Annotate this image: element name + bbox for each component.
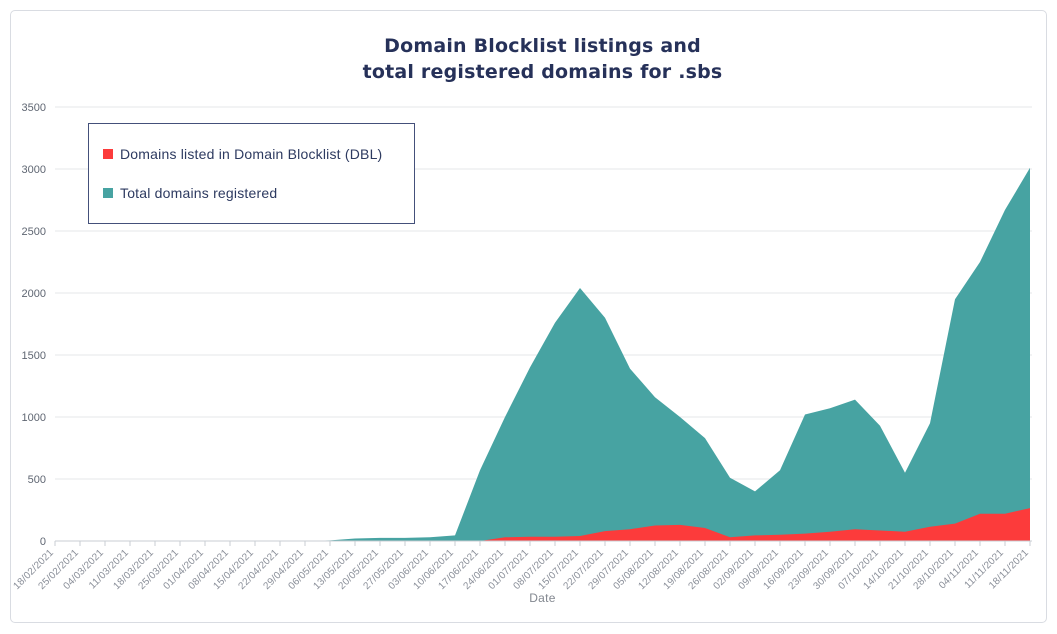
series-area-total-registered <box>55 167 1030 542</box>
y-tick-label: 2500 <box>22 226 46 238</box>
y-tick-label: 1000 <box>22 412 46 424</box>
chart-title-line1: Domain Blocklist listings and <box>384 35 701 57</box>
y-tick-label: 0 <box>40 536 46 548</box>
legend-swatch-icon <box>103 188 113 199</box>
legend-item: Domains listed in Domain Blocklist (DBL) <box>103 146 400 162</box>
y-tick-label: 2000 <box>22 288 46 300</box>
legend-label: Domains listed in Domain Blocklist (DBL) <box>120 145 383 162</box>
y-tick-label: 1500 <box>22 350 46 362</box>
series-area-dbl-listings <box>55 508 1030 541</box>
y-tick-label: 3000 <box>22 164 46 176</box>
chart-title: Domain Blocklist listings and total regi… <box>55 33 1030 85</box>
legend-item: Total domains registered <box>103 185 400 201</box>
legend-label: Total domains registered <box>120 185 278 202</box>
y-tick-label: 3500 <box>22 102 46 114</box>
legend-swatch-icon <box>103 148 113 159</box>
x-axis-title: Date <box>529 591 556 605</box>
y-tick-label: 500 <box>28 474 46 486</box>
legend: Domains listed in Domain Blocklist (DBL)… <box>88 123 415 224</box>
chart-title-line2: total registered domains for .sbs <box>362 61 723 83</box>
